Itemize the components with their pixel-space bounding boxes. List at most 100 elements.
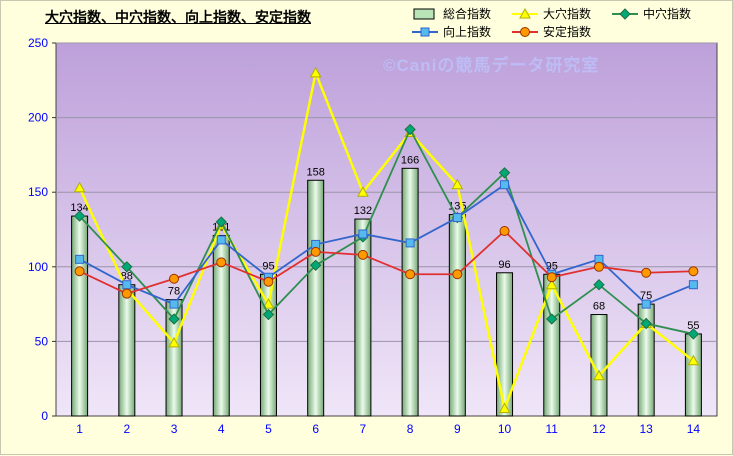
circle-marker [74,266,85,277]
bar-7 [354,218,372,417]
x-axis-label: 4 [218,422,225,436]
triangle-marker [168,336,180,348]
circle-marker [357,249,368,260]
bar-value-label: 158 [306,166,324,178]
line-series [78,127,694,335]
bar-10 [496,272,514,417]
legend-label: 安定指数 [543,25,592,39]
bar-value-label: 95 [262,260,274,272]
circle-marker [641,267,652,278]
line-series [78,68,695,413]
circle-marker [216,257,227,268]
triangle-marker [545,278,558,290]
chart-title: 大穴指数、中穴指数、向上指数、安定指数 [45,9,311,25]
legend-item-1: 大穴指数 [511,5,591,22]
square-marker [500,180,510,190]
bar-value-label: 166 [401,154,419,166]
bar-value-label: 96 [498,259,510,271]
square-marker [688,280,698,290]
y-axis-label: 200 [28,111,48,125]
bar-1 [71,215,89,417]
circle-marker [121,288,132,299]
bar-value-label: 55 [687,320,699,332]
legend-item-0: 総合指数 [411,5,491,22]
circle-marker [593,261,604,272]
circle-marker [263,276,274,287]
diamond-marker [404,123,416,136]
triangle-marker [687,354,700,366]
diamond-marker [262,308,275,321]
triangle-marker [357,186,369,197]
square-marker [641,299,651,309]
bar-9 [448,214,466,417]
triangle-marker [262,298,275,309]
circle-marker [499,225,510,236]
legend-label: 大穴指数 [543,7,592,21]
line-series [79,229,694,295]
bar-value-label: 68 [593,301,605,313]
square-marker [169,299,179,309]
square-marker [358,229,368,239]
x-axis-label: 8 [407,422,414,436]
y-axis-label: 150 [28,185,48,199]
watermark-text: ©Caniの競馬データ研究室 [383,56,600,75]
bar-value-label: 78 [168,286,180,298]
x-axis-label: 11 [546,422,559,436]
circle-marker [452,269,463,280]
y-axis-label: 50 [35,334,49,348]
x-axis-label: 2 [123,422,130,436]
y-axis-label: 100 [28,260,48,274]
diamond-marker [73,210,86,222]
diamond-marker [640,317,652,330]
bar-2 [118,284,136,417]
plot-area [55,42,718,417]
line-series [79,183,694,306]
square-marker [75,254,85,264]
legend-label: 中穴指数 [643,7,692,21]
square-marker [452,213,462,223]
square-legend-key [412,27,438,36]
legend-label: 総合指数 [443,7,492,21]
triangle-legend-key [512,7,539,18]
y-axis-label: 250 [28,36,48,50]
legend-item-2: 中穴指数 [611,5,691,22]
diamond-marker [593,278,605,291]
square-marker [405,238,415,248]
x-axis-label: 10 [498,422,512,436]
bar-8 [401,167,419,417]
circle-marker [310,246,321,257]
square-marker [122,280,132,290]
legend-label: 向上指数 [443,25,492,39]
bar-value-label: 132 [354,205,372,217]
diamond-marker [687,328,700,340]
chart-legend: 総合指数 大穴指数 中穴指数向上指数 安定指数 [411,5,691,40]
triangle-marker [593,369,605,381]
bar-14 [684,333,702,417]
bar-value-label: 75 [640,290,652,302]
diamond-marker [168,313,180,325]
bar-legend-key [413,8,435,19]
x-axis-label: 7 [360,422,367,436]
triangle-marker [73,181,86,193]
legend-item-4: 安定指数 [511,23,591,40]
x-axis-label: 9 [454,422,461,436]
circle-marker [688,266,699,277]
x-axis-label: 12 [592,422,606,436]
diamond-legend-key [612,7,639,20]
triangle-marker [498,402,511,414]
y-axis-label: 0 [41,409,48,423]
diamond-marker [309,259,322,272]
triangle-marker [451,178,464,190]
diamond-marker [546,313,558,325]
x-axis-label: 1 [76,422,83,436]
x-axis-label: 14 [687,422,701,436]
diamond-marker [215,216,227,228]
x-axis-label: 6 [312,422,319,436]
circle-marker [546,272,557,283]
circle-legend-key [512,26,539,37]
x-axis-label: 3 [171,422,178,436]
bar-6 [307,179,325,417]
legend-item-3: 向上指数 [411,23,491,40]
